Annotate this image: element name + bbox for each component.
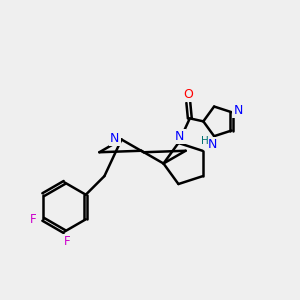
- Text: N: N: [175, 130, 184, 143]
- Text: O: O: [183, 88, 193, 101]
- Text: F: F: [30, 213, 37, 226]
- Text: N: N: [233, 104, 243, 117]
- Text: N: N: [110, 131, 120, 145]
- Text: F: F: [64, 235, 71, 248]
- Text: H: H: [201, 136, 208, 146]
- Text: N: N: [208, 138, 217, 151]
